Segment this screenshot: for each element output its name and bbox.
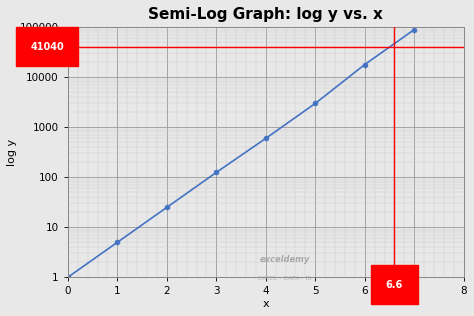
Y-axis label: log y: log y: [7, 139, 17, 166]
Text: exceldemy: exceldemy: [259, 255, 310, 264]
Text: 41040: 41040: [30, 42, 64, 52]
Text: EXCEL · DATA · BI: EXCEL · DATA · BI: [257, 276, 311, 281]
Text: 6.6: 6.6: [386, 280, 403, 290]
Title: Semi-Log Graph: log y vs. x: Semi-Log Graph: log y vs. x: [148, 7, 383, 22]
X-axis label: x: x: [263, 299, 269, 309]
